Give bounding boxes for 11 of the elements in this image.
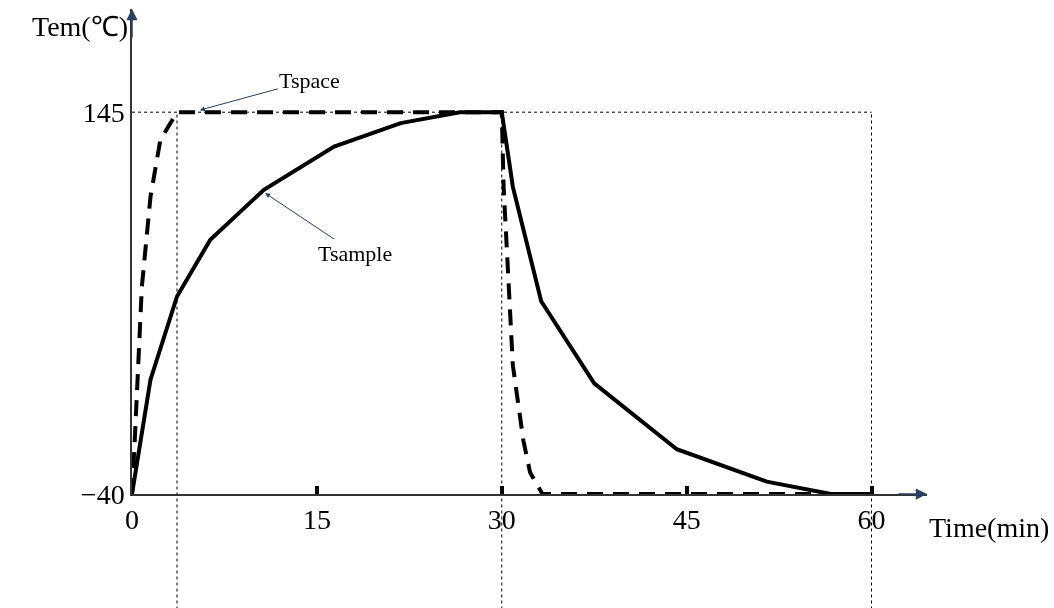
annotation: Tspace (279, 68, 340, 93)
x-tick-label: 30 (487, 504, 516, 536)
x-tick-label: 45 (672, 504, 701, 536)
x-axis-title: Time(min) (929, 512, 1050, 543)
y-tick-label: 145 (82, 96, 125, 128)
y-tick-label: −40 (80, 478, 125, 510)
x-tick-label: 60 (857, 504, 886, 536)
y-axis-title: Tem(℃) (32, 11, 129, 42)
annotation: Tsample (318, 241, 393, 266)
x-tick-label: 15 (302, 504, 331, 536)
x-tick-label: 0 (125, 504, 139, 536)
